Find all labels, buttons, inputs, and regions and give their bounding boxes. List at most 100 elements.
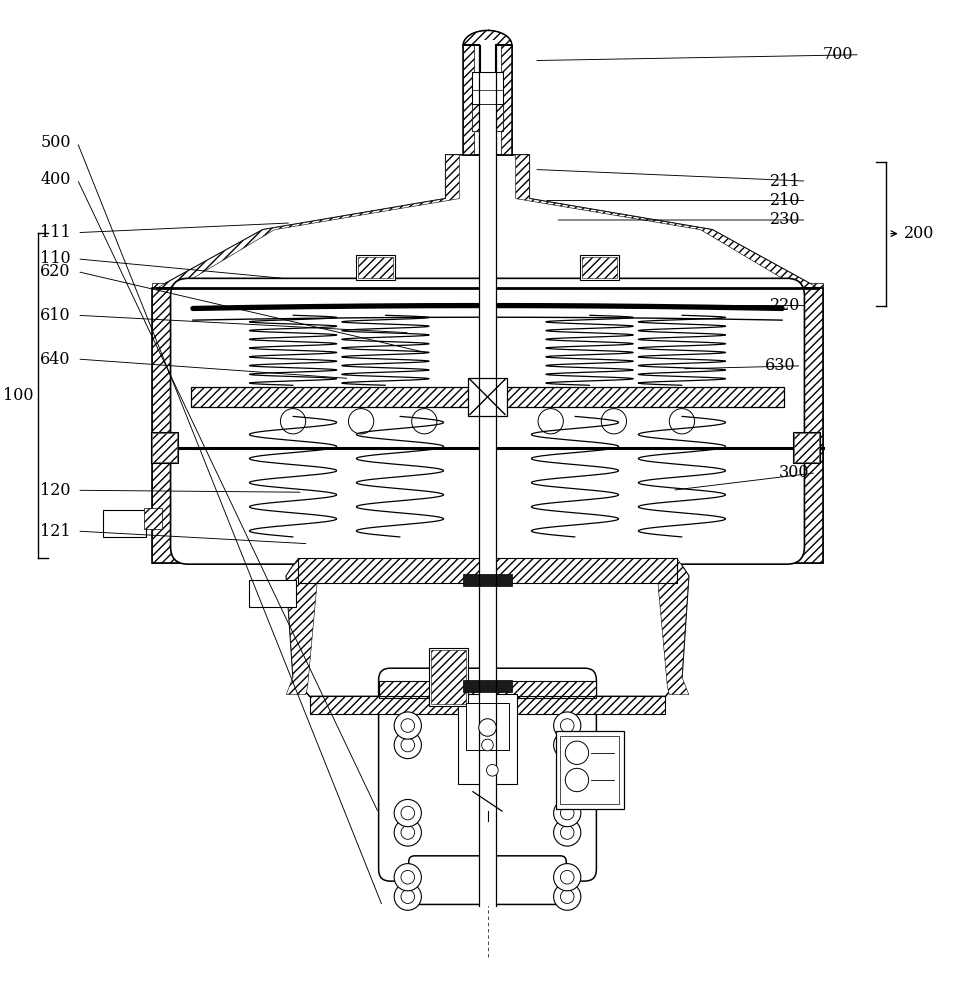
Circle shape	[561, 870, 574, 884]
Bar	[151, 432, 178, 463]
Polygon shape	[792, 283, 823, 563]
Bar	[358, 257, 393, 278]
Bar	[480, 40, 495, 160]
Bar	[501, 45, 512, 155]
Circle shape	[554, 731, 581, 759]
Polygon shape	[152, 283, 183, 563]
Text: 200: 200	[904, 225, 934, 242]
Bar	[472, 104, 503, 131]
Circle shape	[394, 883, 421, 910]
Polygon shape	[157, 155, 818, 288]
Circle shape	[554, 883, 581, 910]
Circle shape	[411, 409, 437, 434]
Polygon shape	[463, 30, 512, 45]
Circle shape	[538, 409, 564, 434]
Bar	[152, 433, 177, 462]
Bar	[463, 574, 512, 586]
Bar	[479, 80, 496, 906]
Circle shape	[566, 741, 589, 764]
Circle shape	[401, 826, 414, 839]
Bar	[580, 255, 619, 280]
Bar	[794, 433, 819, 462]
Bar	[250, 580, 296, 607]
Bar	[463, 680, 512, 692]
Bar	[378, 681, 597, 698]
Circle shape	[554, 799, 581, 827]
Circle shape	[561, 719, 574, 732]
Bar	[561, 736, 619, 804]
Circle shape	[561, 806, 574, 820]
FancyBboxPatch shape	[171, 278, 804, 564]
Polygon shape	[516, 155, 818, 288]
Text: 210: 210	[769, 192, 799, 209]
Circle shape	[281, 409, 306, 434]
Bar	[378, 681, 597, 698]
Bar	[466, 703, 509, 750]
Circle shape	[401, 870, 414, 884]
Text: 300: 300	[779, 464, 809, 481]
Circle shape	[602, 409, 627, 434]
Bar	[191, 387, 784, 407]
Circle shape	[561, 738, 574, 752]
FancyBboxPatch shape	[409, 856, 566, 904]
Circle shape	[348, 409, 373, 434]
Bar	[463, 45, 512, 155]
Text: 620: 620	[40, 263, 71, 280]
Circle shape	[394, 731, 421, 759]
Text: 400: 400	[40, 171, 70, 188]
Polygon shape	[287, 558, 319, 694]
Bar	[103, 510, 146, 537]
Circle shape	[669, 409, 694, 434]
Bar	[310, 696, 665, 714]
Bar	[431, 650, 466, 704]
Text: 111: 111	[40, 224, 71, 241]
Circle shape	[554, 819, 581, 846]
Text: 500: 500	[40, 134, 71, 151]
Text: 220: 220	[769, 297, 799, 314]
Circle shape	[401, 738, 414, 752]
Polygon shape	[656, 558, 688, 694]
Polygon shape	[287, 558, 688, 696]
Bar	[556, 731, 624, 809]
Circle shape	[554, 712, 581, 739]
Bar	[356, 255, 395, 280]
Text: 630: 630	[764, 357, 796, 374]
Circle shape	[561, 826, 574, 839]
Circle shape	[394, 712, 421, 739]
Circle shape	[401, 806, 414, 820]
Text: 610: 610	[40, 307, 71, 324]
Circle shape	[561, 890, 574, 903]
Circle shape	[394, 819, 421, 846]
Bar	[582, 257, 617, 278]
Text: 121: 121	[40, 523, 71, 540]
FancyBboxPatch shape	[378, 668, 597, 881]
Polygon shape	[157, 155, 459, 288]
Bar	[472, 72, 503, 131]
Circle shape	[394, 799, 421, 827]
Bar	[310, 696, 665, 714]
Bar	[191, 387, 784, 407]
Text: 120: 120	[40, 482, 71, 499]
Bar	[144, 508, 162, 529]
Text: 640: 640	[40, 351, 71, 368]
Text: 100: 100	[3, 387, 34, 404]
Circle shape	[401, 719, 414, 732]
Bar	[793, 432, 820, 463]
Text: 700: 700	[823, 46, 853, 63]
Bar	[458, 694, 517, 784]
Bar	[463, 45, 474, 155]
Text: 211: 211	[769, 173, 800, 190]
Bar	[298, 558, 677, 583]
Circle shape	[394, 864, 421, 891]
Circle shape	[566, 768, 589, 792]
Circle shape	[487, 764, 498, 776]
Bar	[468, 377, 507, 416]
Bar	[429, 648, 468, 706]
Text: 110: 110	[40, 250, 71, 267]
Circle shape	[482, 739, 493, 751]
Circle shape	[401, 890, 414, 903]
Bar	[298, 558, 677, 583]
Circle shape	[554, 864, 581, 891]
Circle shape	[479, 719, 496, 736]
Text: 230: 230	[769, 211, 799, 228]
